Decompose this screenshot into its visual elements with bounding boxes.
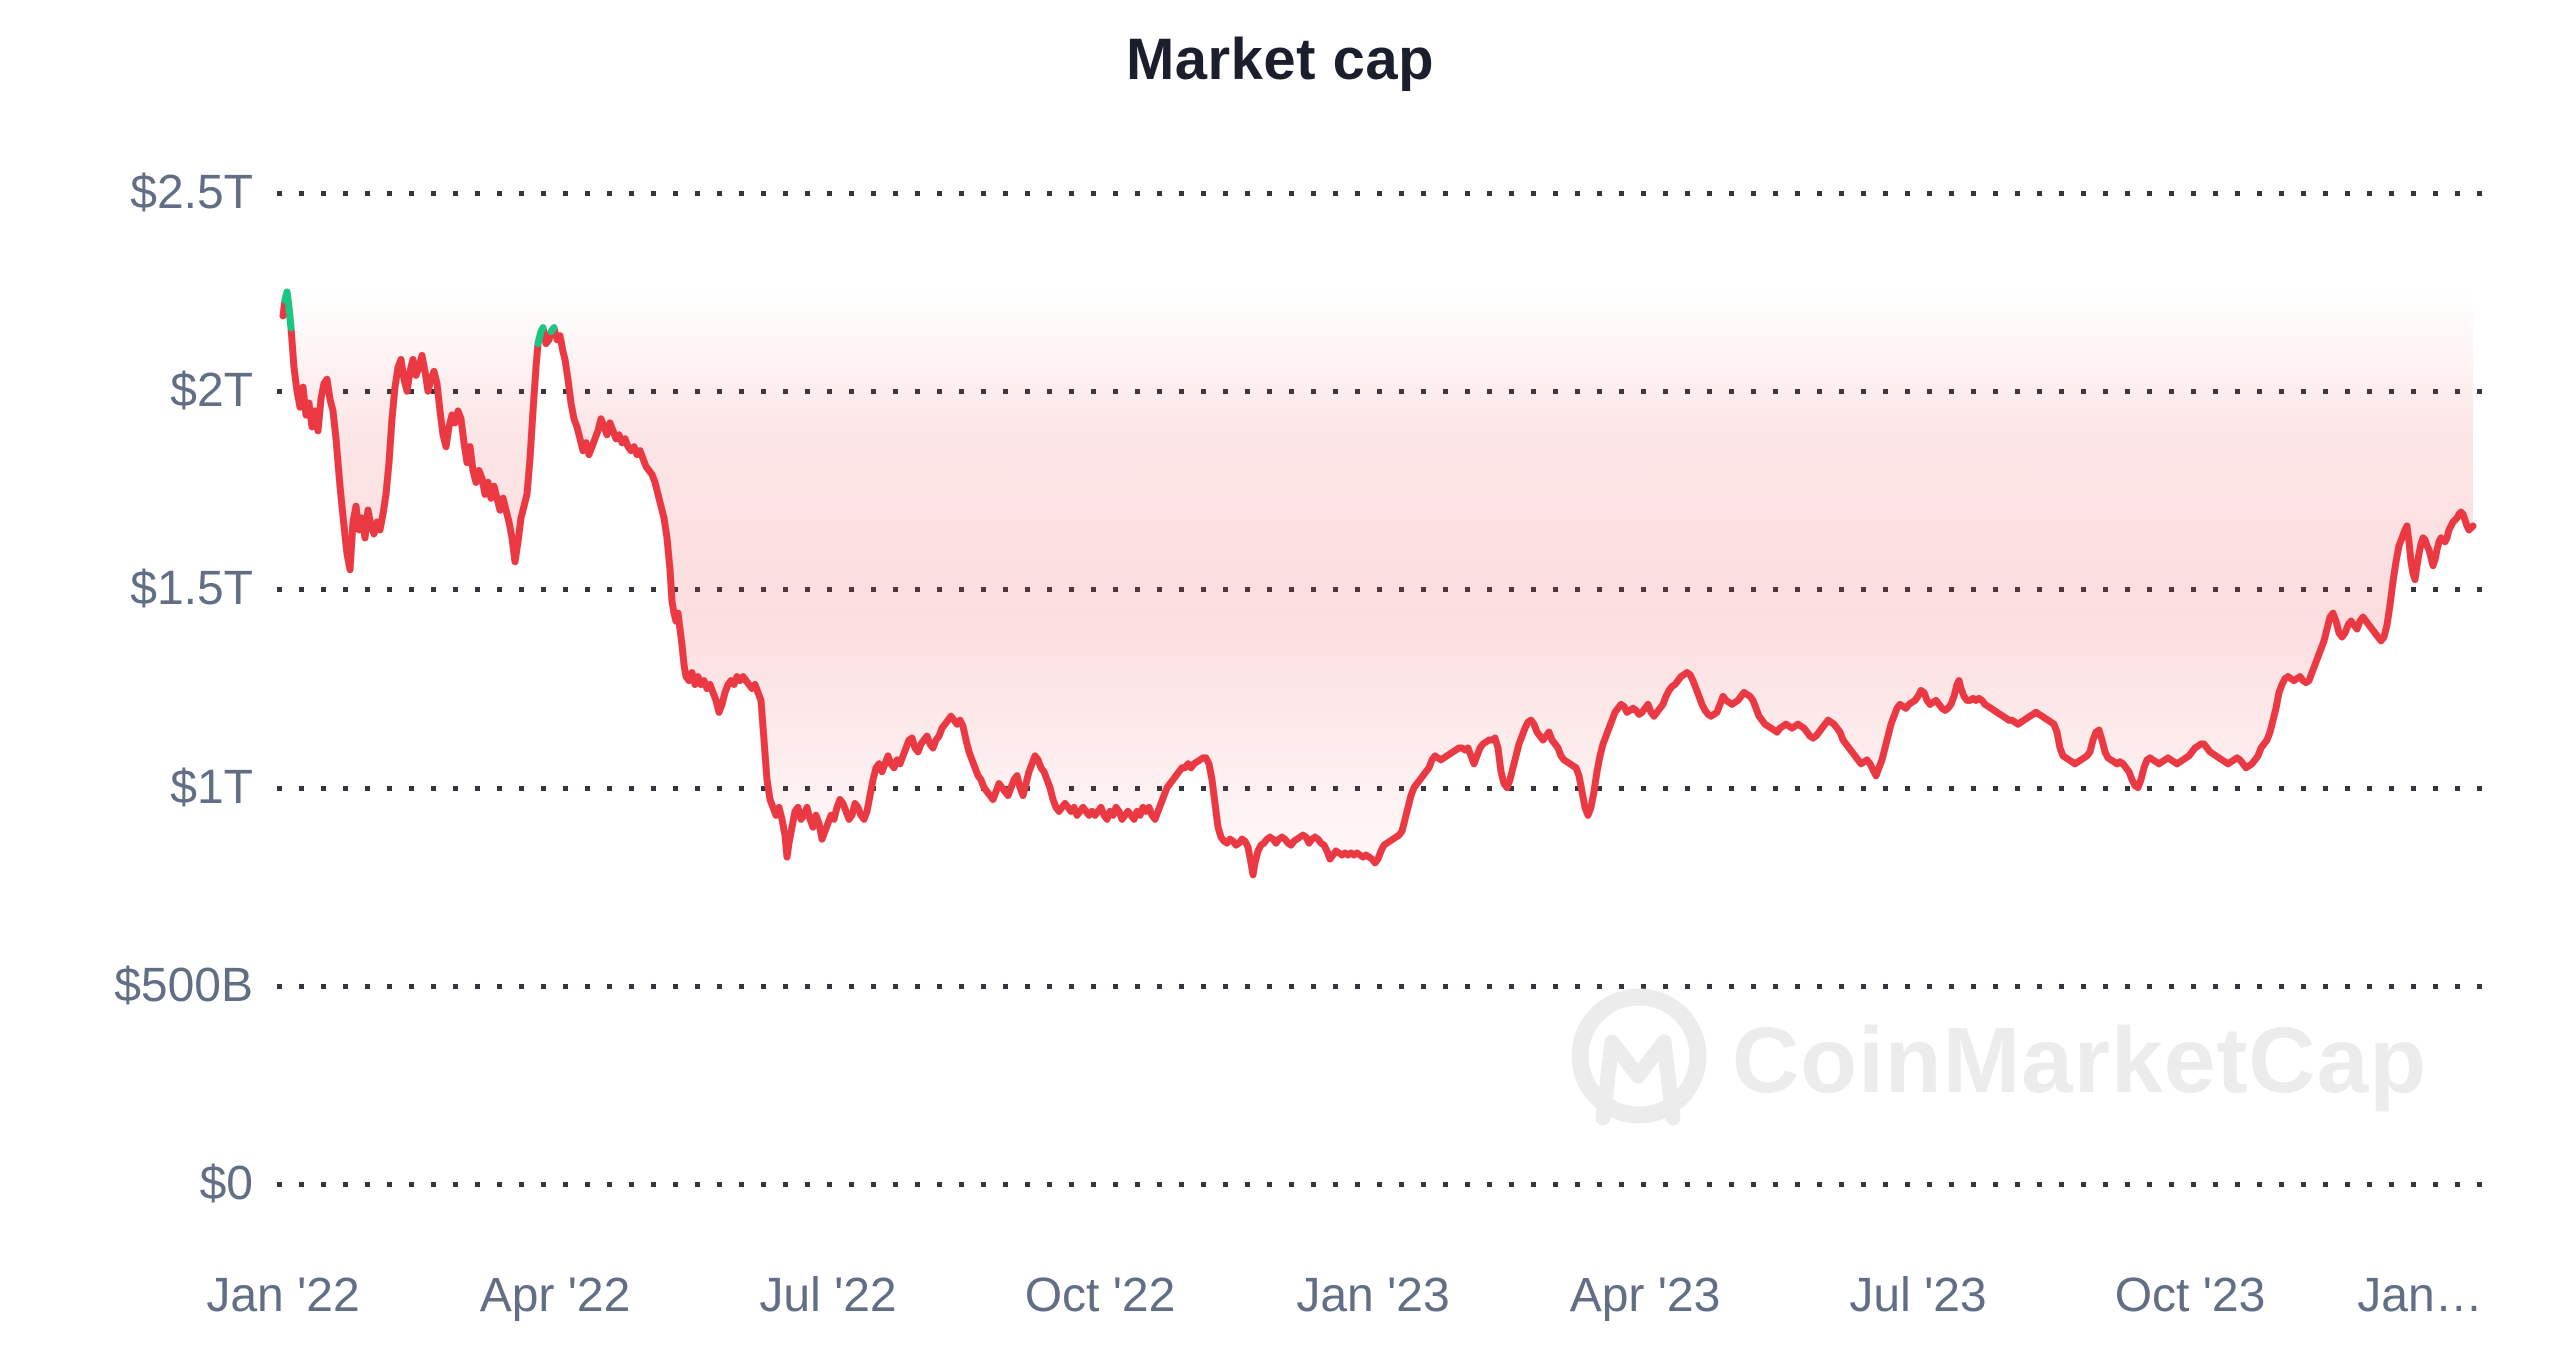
price-line-down xyxy=(279,288,2477,879)
coinmarketcap-logo-m xyxy=(1595,1034,1681,1126)
gridline xyxy=(277,1182,2492,1187)
area-fill xyxy=(283,292,2473,875)
x-axis-tick-label: Jan '22 xyxy=(206,1269,360,1322)
y-axis-tick-label: $500B xyxy=(114,958,253,1012)
x-axis-tick-label: Apr '22 xyxy=(479,1269,631,1322)
x-axis-tick-label: Jan '23 xyxy=(1296,1269,1450,1322)
price-line-up xyxy=(534,324,547,348)
gridline xyxy=(277,191,2492,196)
chart-title: Market cap xyxy=(1125,27,1435,92)
x-axis-tick-label: Jul '23 xyxy=(1849,1269,1987,1322)
gridline xyxy=(277,983,2492,989)
y-axis-tick-label: $2.5T xyxy=(130,166,253,219)
price-line-up xyxy=(281,288,295,332)
coinmarketcap-watermark: CoinMarketCap xyxy=(1571,988,2427,1126)
x-axis-tick-label: Oct '22 xyxy=(1024,1269,1176,1322)
x-axis-tick-label: Apr '23 xyxy=(1569,1269,1721,1322)
price-line-up xyxy=(547,324,558,336)
x-axis-tick-label: Jul '22 xyxy=(759,1269,897,1322)
watermark-text: CoinMarketCap xyxy=(1732,1008,2427,1112)
y-axis-tick-label: $1.5T xyxy=(130,562,253,616)
x-axis-tick-label: Oct '23 xyxy=(2114,1269,2266,1322)
x-axis-tick-label: Jan… xyxy=(2357,1269,2483,1322)
y-axis-tick-label: $0 xyxy=(199,1157,253,1210)
series-layer xyxy=(279,288,2477,879)
coinmarketcap-logo-icon xyxy=(1571,988,1707,1124)
y-axis-tick-label: $2T xyxy=(170,364,253,418)
y-axis-tick-label: $1T xyxy=(170,760,253,814)
